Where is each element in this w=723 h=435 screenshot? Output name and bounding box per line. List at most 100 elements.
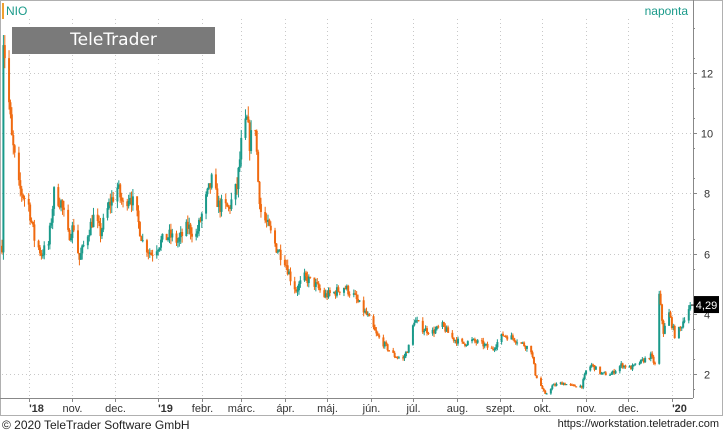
candle-body (482, 340, 485, 347)
candle-body (314, 282, 317, 287)
candle-body (12, 135, 15, 146)
source-url[interactable]: https://workstation.teletrader.com (557, 418, 719, 430)
candle-body (8, 58, 11, 103)
candle-body (555, 383, 558, 386)
candle-body (549, 388, 552, 394)
candle-body (106, 208, 109, 218)
candle-body (652, 356, 655, 363)
candle-body (237, 167, 240, 190)
candle-body (679, 327, 682, 329)
candle-body (295, 289, 298, 292)
x-tick-label: dec. (105, 403, 126, 415)
candle-body (442, 322, 445, 327)
candle-body (502, 333, 505, 336)
candle-body (171, 233, 174, 238)
candle-body (464, 343, 467, 346)
candle-body (337, 287, 340, 292)
candle-body (628, 365, 631, 368)
candle-body (145, 240, 148, 253)
candle-body (423, 330, 426, 333)
candle-body (169, 229, 172, 238)
candle-body (68, 229, 71, 241)
candle-body (176, 241, 179, 243)
candle-body (504, 335, 507, 337)
candle-body (490, 347, 493, 349)
candle-body (603, 372, 606, 374)
x-tick-label: szept. (486, 403, 515, 415)
candle-body (480, 340, 483, 342)
candle-body (673, 326, 676, 339)
candle-body (382, 337, 385, 347)
candle-body (304, 272, 307, 277)
candle-body (228, 206, 231, 209)
candle-body (651, 353, 654, 357)
candle-body (407, 344, 410, 353)
candle-body (599, 366, 602, 374)
candle-body (465, 345, 468, 347)
candle-body (594, 366, 597, 370)
candle-body (585, 370, 588, 375)
candle-body (524, 346, 527, 349)
candle-body (238, 159, 241, 168)
candle-body (323, 290, 326, 297)
candle-body (486, 344, 489, 348)
candle-body (687, 309, 690, 321)
candle-body (570, 384, 573, 386)
candle-body (496, 342, 499, 348)
candle-body (109, 201, 112, 206)
candle-body (131, 196, 134, 206)
candle-body (368, 314, 371, 317)
x-tick-label: nov. (577, 403, 597, 415)
candle-body (395, 356, 398, 358)
candle-body (455, 339, 458, 344)
candle-body (148, 252, 151, 254)
candle-body (614, 371, 617, 374)
candle-body (205, 194, 208, 214)
candle-body (244, 118, 247, 138)
candle-body (17, 152, 20, 181)
symbol-label[interactable]: NIO (6, 4, 28, 18)
candle-body (48, 225, 51, 245)
candle-body (551, 385, 554, 389)
candle-body (296, 290, 299, 292)
candle-body (513, 338, 516, 342)
candle-body (78, 252, 81, 260)
candle-body (385, 342, 388, 345)
x-tick-label: dec. (618, 403, 639, 415)
candle-body (279, 249, 282, 260)
candle-body (378, 335, 381, 338)
candle-body (532, 356, 535, 364)
candle-body (226, 203, 229, 207)
candle-body (137, 210, 140, 223)
candle-body (357, 299, 360, 302)
candle-body (217, 200, 220, 207)
candle-body (33, 224, 36, 241)
x-tick-label: '18 (29, 403, 44, 415)
candle-body (120, 197, 123, 201)
candle-body (313, 277, 316, 287)
candle-body (654, 362, 657, 364)
candle-body (659, 293, 662, 305)
x-tick-label: jún. (362, 403, 381, 415)
candle-body (516, 342, 519, 344)
candle-body (413, 322, 416, 326)
symbol-marker (2, 3, 4, 19)
period-label[interactable]: naponta (644, 4, 688, 18)
candle-body (472, 338, 475, 340)
candle-body (335, 287, 338, 296)
candle-body (209, 183, 212, 188)
candle-body (623, 365, 626, 368)
candle-body (451, 332, 454, 338)
candle-body (188, 224, 191, 229)
candle-body (9, 102, 12, 115)
candle-body (306, 276, 309, 284)
candle-body (309, 276, 312, 278)
candle-body (348, 294, 351, 296)
candle-body (358, 300, 361, 302)
y-tick-label: 2 (704, 370, 710, 382)
candle-body (613, 370, 616, 374)
y-tick-label: 4 (704, 310, 710, 322)
candle-body (240, 137, 243, 160)
candle-body (441, 322, 444, 327)
